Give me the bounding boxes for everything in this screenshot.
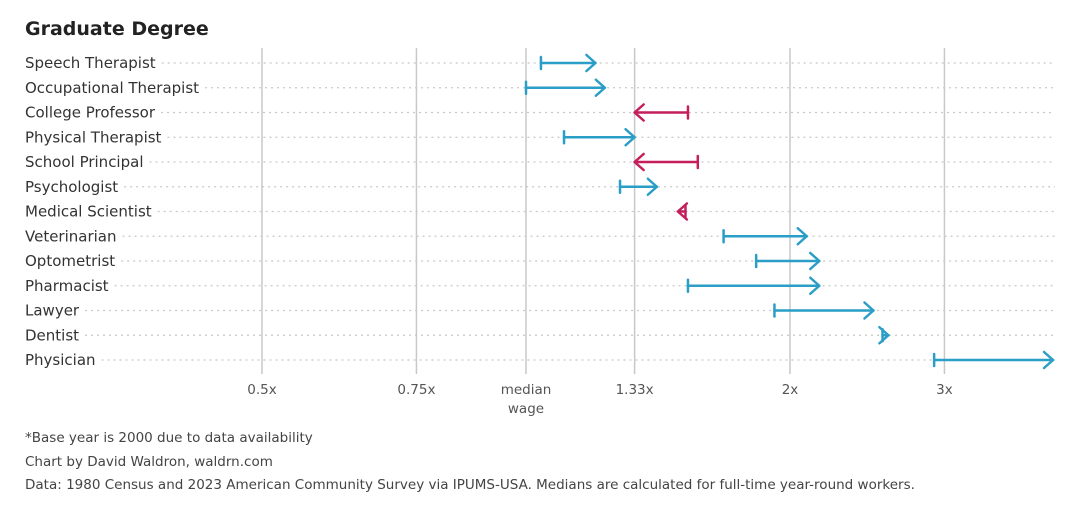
x-tick-label: 0.75x (397, 382, 435, 398)
range-arrow (633, 103, 690, 122)
range-arrow (932, 350, 1055, 370)
range-arrow (878, 326, 890, 345)
arrow-head (646, 177, 659, 196)
arrow-head (809, 251, 821, 271)
note-credit: Chart by David Waldron, waldrn.com (25, 453, 273, 470)
range-arrow (524, 78, 607, 97)
x-tick-label: median (501, 382, 552, 398)
range-arrow (773, 301, 875, 320)
arrow-head (676, 202, 689, 221)
range-arrow (722, 227, 809, 246)
arrow-head (633, 103, 645, 122)
row-label: College Professor (25, 104, 156, 122)
x-tick-label: 2x (782, 382, 799, 398)
chart-notes: *Base year is 2000 due to data availabil… (25, 427, 915, 498)
range-arrow (686, 276, 821, 295)
x-tick-label: 3x (936, 382, 953, 398)
x-tick-label: 1.33x (616, 382, 654, 398)
range-arrow (633, 152, 700, 172)
row-label: Pharmacist (25, 277, 109, 295)
arrow-head (624, 128, 636, 147)
row-label: Lawyer (25, 302, 80, 320)
arrow-head (1042, 350, 1055, 370)
row-label: Physician (25, 351, 96, 369)
note-source: Data: 1980 Census and 2023 American Comm… (25, 477, 915, 493)
row-label: Occupational Therapist (25, 79, 199, 97)
row-label: Physical Therapist (25, 128, 162, 146)
arrow-head (878, 326, 890, 345)
row-label: Dentist (25, 326, 79, 344)
range-arrow (754, 251, 821, 271)
arrow-head (594, 78, 607, 97)
arrow-head (809, 276, 821, 295)
x-tick-label: 0.5x (247, 382, 276, 398)
range-arrow (618, 177, 659, 196)
arrow-head (796, 227, 809, 246)
row-label: School Principal (25, 153, 143, 171)
row-label: Optometrist (25, 252, 115, 270)
note-base-year: *Base year is 2000 due to data availabil… (25, 430, 313, 446)
chart-title: Graduate Degree (25, 18, 209, 40)
range-arrow (539, 53, 597, 73)
range-arrow (676, 202, 689, 221)
arrow-head (585, 53, 597, 73)
arrow-head (863, 301, 875, 320)
range-arrow (562, 128, 636, 147)
x-tick-label: wage (508, 401, 544, 417)
row-label: Medical Scientist (25, 203, 152, 221)
row-label: Veterinarian (25, 227, 117, 245)
arrow-head (633, 152, 645, 172)
row-label: Speech Therapist (25, 54, 156, 72)
row-label: Psychologist (25, 178, 118, 196)
